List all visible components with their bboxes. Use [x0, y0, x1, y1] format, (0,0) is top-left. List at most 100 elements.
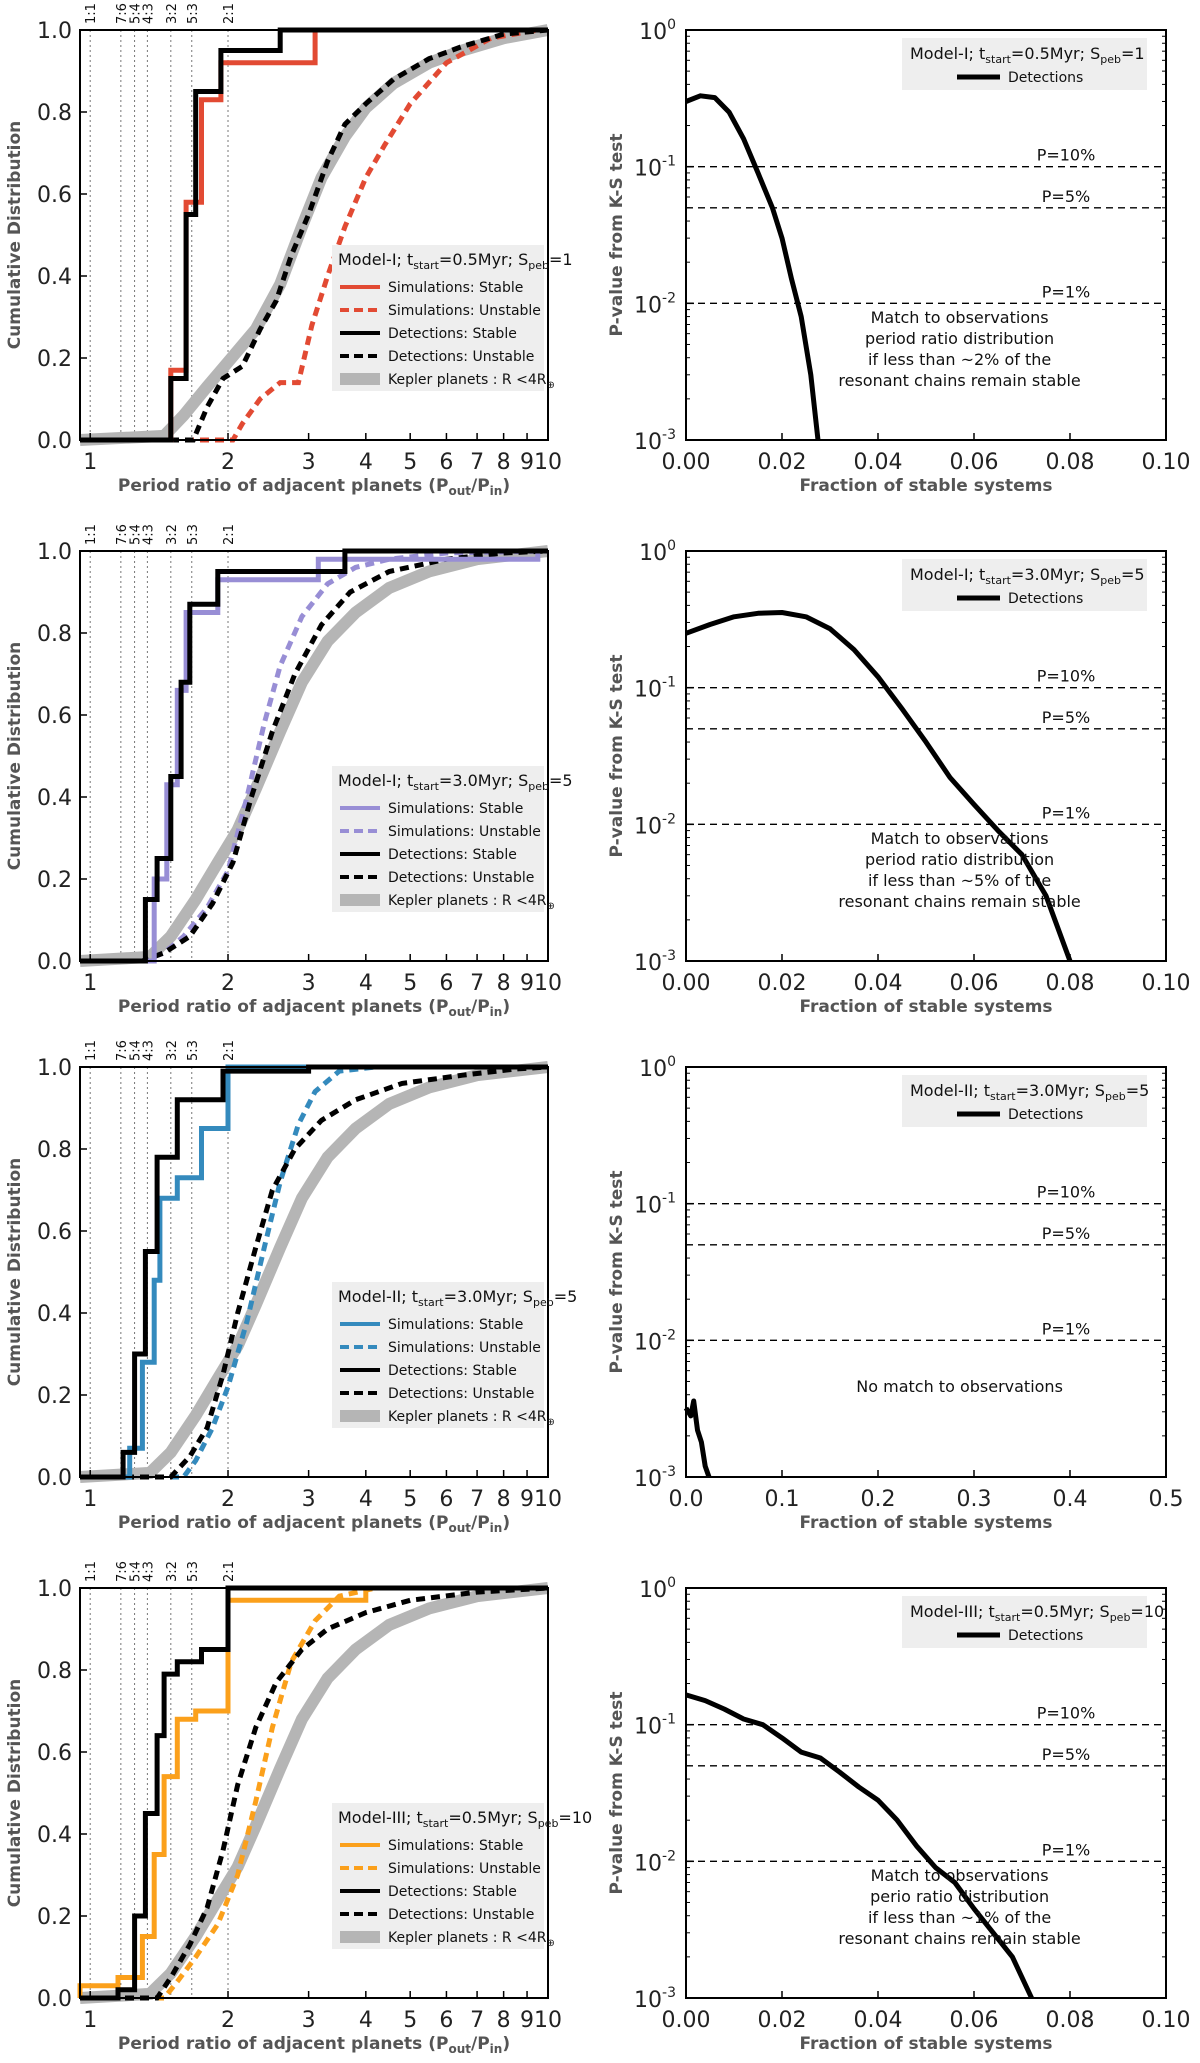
- y-tick-label: 0.0: [37, 1466, 72, 1491]
- y-tick-label: 0.8: [37, 622, 72, 647]
- kepler-band: [79, 545, 549, 967]
- x-tick-label: 6: [439, 450, 453, 475]
- legend-label-sim-stable: Simulations: Stable: [388, 1838, 523, 1854]
- x-tick-label: 3: [302, 971, 316, 996]
- x-tick-label: 5: [403, 2008, 417, 2033]
- tick-exponent: -1: [662, 1712, 676, 1728]
- legend-speb: =1: [549, 250, 573, 269]
- cdf-y-axis-label: Cumulative Distribution: [5, 1679, 25, 1908]
- legend-t: t: [411, 1808, 422, 1827]
- legend-s: S: [518, 1287, 533, 1306]
- threshold-label: P=1%: [1042, 1840, 1090, 1859]
- det-stable-line: [80, 27, 548, 443]
- x-tick-label: 0.00: [662, 2008, 711, 2033]
- resonance-label: 3:2: [165, 1040, 180, 1061]
- legend-s: S: [1085, 565, 1100, 584]
- resonance-label: 5:3: [186, 1040, 201, 1061]
- x-tick-label: 5: [403, 1487, 417, 1512]
- legend-tstart: =3.0Myr;: [1016, 1081, 1090, 1100]
- legend-label-text: Simulations: Stable: [388, 280, 523, 296]
- tick-base: 10: [634, 1851, 662, 1876]
- x-tick-label: 7: [470, 450, 484, 475]
- legend-label-detections: Detections: [1008, 591, 1083, 607]
- x-label-text: Period ratio of adjacent planets (P: [118, 476, 449, 496]
- sim-unstable-line: [80, 1064, 548, 1480]
- legend-speb: =10: [558, 1808, 592, 1827]
- legend-box: [332, 245, 544, 391]
- annotation-line: resonant chains remain stable: [838, 1929, 1080, 1948]
- legend-speb: =5: [1121, 565, 1145, 584]
- legend-tstart: =3.0Myr;: [444, 1287, 518, 1306]
- annotation-line: perio ratio distribution: [870, 1887, 1049, 1906]
- legend-sub: peb: [1105, 1090, 1126, 1103]
- threshold-label: P=1%: [1042, 1319, 1090, 1338]
- annotation-line: if less than ~2% of the: [868, 350, 1051, 369]
- y-tick-label: 10-2: [634, 1848, 676, 1876]
- legend-t: t: [974, 44, 985, 63]
- legend-label-text: Kepler planets : R <4R: [388, 1409, 547, 1425]
- tick-base: 10: [634, 430, 662, 455]
- y-tick-label: 0.2: [37, 347, 72, 372]
- annotation-line: Match to observations: [871, 1866, 1049, 1885]
- resonance-label: 5:4: [129, 3, 144, 24]
- x-tick-label: 2: [221, 2008, 235, 2033]
- x-label-sub: out: [448, 1521, 471, 1535]
- x-tick-label: 0.10: [1142, 2008, 1191, 2033]
- y-tick-label: 0.4: [37, 786, 72, 811]
- legend-label-text: Simulations: Stable: [388, 1838, 523, 1854]
- pvalue-curve: [685, 1692, 1034, 2000]
- tick-base: 10: [634, 157, 662, 182]
- tick-base: 10: [639, 1578, 667, 1603]
- det-unstable-line: [80, 27, 549, 443]
- tick-exponent: -3: [662, 427, 676, 443]
- x-tick-label: 0.06: [950, 450, 999, 475]
- legend-label-det-unstable: Detections: Unstable: [388, 349, 534, 365]
- legend-title: Model-I; tstart=3.0Myr; Speb=5: [338, 771, 573, 793]
- x-tick-label: 1: [83, 971, 97, 996]
- legend-box: [902, 559, 1147, 611]
- x-label-sub: in: [490, 1521, 503, 1535]
- legend-sub: start: [418, 1296, 444, 1309]
- x-tick-label: 9: [520, 2008, 534, 2033]
- legend-label-text: Simulations: Stable: [388, 1317, 523, 1333]
- cdf-legend: Model-II; tstart=3.0Myr; Speb=5 Simulatio…: [332, 1282, 577, 1428]
- x-tick-label: 8: [497, 2008, 511, 2033]
- legend-sub: start: [423, 1817, 449, 1830]
- x-label-text: ): [502, 997, 510, 1017]
- legend-speb: =10: [1130, 1602, 1164, 1621]
- det-unstable-line: [80, 1064, 549, 1480]
- x-tick-label: 2: [221, 1487, 235, 1512]
- pvalue-curve: [683, 1398, 712, 1478]
- x-label-text: ): [502, 2034, 510, 2054]
- y-tick-label: 100: [639, 17, 676, 45]
- legend-label-text: Detections: Stable: [388, 326, 517, 342]
- pv-x-axis-label: Fraction of stable systems: [799, 2034, 1052, 2054]
- tick-base: 10: [634, 951, 662, 976]
- x-tick-label: 3: [302, 2008, 316, 2033]
- threshold-label: P=1%: [1042, 282, 1090, 301]
- tick-exponent: -3: [662, 1464, 676, 1480]
- pvalue-frame: [685, 1066, 1167, 1478]
- cdf-frame: [79, 1587, 549, 1999]
- x-label-sub: out: [448, 1005, 471, 1019]
- legend-label-text: Detections: Unstable: [388, 349, 534, 365]
- legend-t: t: [402, 250, 413, 269]
- x-tick-label: 0.10: [1142, 450, 1191, 475]
- legend-s: S: [513, 250, 528, 269]
- resonance-label: 1:1: [84, 3, 99, 24]
- legend-label-text: Simulations: Stable: [388, 801, 523, 817]
- x-tick-label: 0.06: [950, 971, 999, 996]
- legend-model: Model-I;: [338, 771, 402, 790]
- annotation-line: if less than ~5% of the: [868, 871, 1051, 890]
- threshold-label: P=1%: [1042, 803, 1090, 822]
- legend-label-sim-unstable: Simulations: Unstable: [388, 824, 541, 840]
- y-tick-label: 10-3: [634, 948, 676, 976]
- x-tick-label: 10: [534, 450, 562, 475]
- det-unstable-line: [80, 548, 549, 964]
- annotation-line: if less than ~1% of the: [868, 1908, 1051, 1927]
- tick-base: 10: [639, 1057, 667, 1082]
- resonance-label: 3:2: [165, 1561, 180, 1582]
